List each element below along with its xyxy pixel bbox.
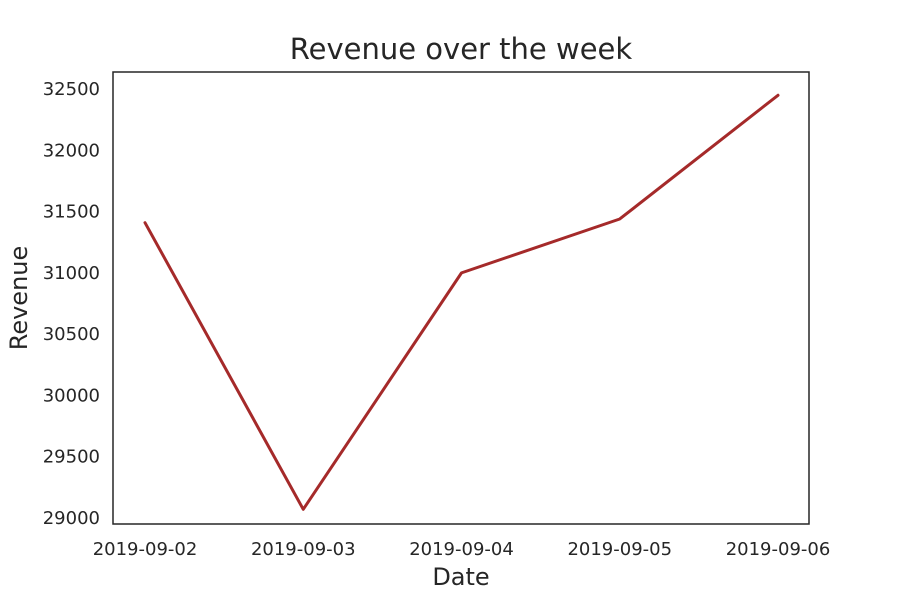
y-tick-label: 29500 (43, 447, 100, 468)
chart-title: Revenue over the week (290, 32, 633, 66)
x-tick-label: 2019-09-03 (251, 539, 356, 560)
series-line (143, 93, 780, 511)
x-tick-label: 2019-09-04 (409, 539, 514, 560)
x-tick-label: 2019-09-06 (726, 539, 831, 560)
y-tick-label: 32500 (43, 79, 100, 100)
x-tick-label: 2019-09-02 (93, 539, 198, 560)
y-tick-label: 30500 (43, 324, 100, 345)
y-axis-ticks: 29000 29500 30000 30500 31000 31500 32000 32500 (43, 79, 100, 529)
x-axis-label: Date (432, 563, 489, 591)
y-tick-label: 31000 (43, 263, 100, 284)
y-tick-label: 29000 (43, 508, 100, 529)
x-axis-ticks: 2019-09-02 2019-09-03 2019-09-04 2019-09-05… (93, 539, 831, 560)
y-tick-label: 31500 (43, 202, 100, 223)
data-series (143, 93, 780, 511)
y-tick-label: 30000 (43, 385, 100, 406)
x-tick-label: 2019-09-05 (567, 539, 672, 560)
plot-frame (112, 71, 810, 525)
y-tick-label: 32000 (43, 140, 100, 161)
y-axis-label: Revenue (5, 246, 33, 351)
